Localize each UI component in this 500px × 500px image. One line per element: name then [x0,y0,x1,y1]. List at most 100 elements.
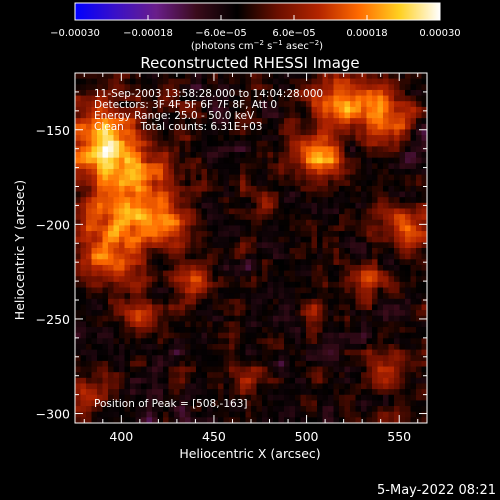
heatmap-cell [86,118,93,125]
heatmap-cell [383,202,390,210]
heatmap-cell [388,372,395,379]
heatmap-cell [333,264,340,272]
heatmap-cell [91,84,98,91]
heatmap-cell [108,394,115,402]
heatmap-cell [311,338,318,345]
heatmap-cell [383,157,390,164]
heatmap-cell [306,231,313,238]
heatmap-cell [394,332,401,339]
heatmap-cell [130,73,137,80]
heatmap-cell [108,180,115,187]
heatmap-cell [168,84,175,91]
heatmap-cell [311,202,318,210]
heatmap-cell [245,89,252,97]
heatmap-cell [383,355,390,362]
heatmap-cell [295,298,302,306]
heatmap-cell [240,208,247,215]
heatmap-cell [306,377,313,385]
heatmap-cell [388,417,395,423]
heatmap-cell [185,298,192,306]
heatmap-cell [322,298,329,306]
heatmap-cell [174,315,181,322]
heatmap-cell [377,281,384,289]
heatmap-cell [130,315,137,322]
heatmap-cell [251,123,258,131]
heatmap-cell [339,338,346,345]
heatmap-cell [245,366,252,373]
heatmap-cell [240,287,247,294]
heatmap-cell [421,174,427,181]
heatmap-cell [86,304,93,311]
heatmap-cell [185,140,192,147]
heatmap-cell [91,146,98,153]
heatmap-cell [196,89,203,97]
heatmap-cell [372,355,379,362]
heatmap-cell [179,95,186,102]
heatmap-cell [366,129,373,136]
heatmap-cell [86,276,93,283]
heatmap-cell [86,180,93,187]
heatmap-cell [179,248,186,255]
heatmap-cell [289,129,296,136]
heatmap-cell [383,310,390,317]
heatmap-cell [284,338,291,345]
heatmap-cell [97,231,104,238]
heatmap-cell [317,360,324,368]
heatmap-cell [344,315,351,322]
heatmap-cell [146,95,153,102]
heatmap-cell [300,231,307,238]
heatmap-cell [218,89,225,97]
heatmap-cell [394,163,401,170]
heatmap-cell [135,78,142,85]
heatmap-cell [234,129,241,136]
heatmap-cell [146,315,153,322]
heatmap-cell [311,106,318,114]
heatmap-cell [383,191,390,198]
heatmap-cell [196,276,203,283]
heatmap-cell [377,174,384,181]
heatmap-cell [267,411,274,418]
heatmap-cell [207,123,214,131]
heatmap-cell [410,270,417,277]
heatmap-cell [256,406,263,413]
heatmap-cell [135,135,142,142]
heatmap-cell [174,89,181,97]
heatmap-cell [306,197,313,204]
heatmap-cell [306,185,313,193]
heatmap-cell [278,276,285,283]
heatmap-cell [350,332,357,339]
heatmap-cell [251,327,258,334]
heatmap-cell [86,281,93,289]
heatmap-cell [229,372,236,379]
heatmap-cell [383,225,390,232]
heatmap-cell [141,185,148,193]
heatmap-cell [190,355,197,362]
heatmap-cell [366,366,373,373]
heatmap-cell [300,287,307,294]
heatmap-cell [86,129,93,136]
heatmap-cell [108,349,115,356]
heatmap-cell [256,338,263,345]
heatmap-cell [289,270,296,277]
heatmap-cell [388,355,395,362]
heatmap-cell [306,270,313,277]
heatmap-cell [317,73,324,80]
heatmap-cell [75,281,82,289]
heatmap-cell [344,304,351,311]
heatmap-cell [152,355,159,362]
heatmap-cell [113,78,120,85]
heatmap-cell [416,208,423,215]
heatmap-cell [262,89,269,97]
heatmap-cell [366,276,373,283]
heatmap-cell [289,208,296,215]
heatmap-cell [190,191,197,198]
heatmap-cell [108,174,115,181]
heatmap-cell [168,298,175,306]
heatmap-cell [383,264,390,272]
heatmap-cell [416,191,423,198]
heatmap-cell [218,304,225,311]
heatmap-cell [163,355,170,362]
heatmap-cell [383,293,390,300]
heatmap-cell [366,264,373,272]
heatmap-cell [251,163,258,170]
